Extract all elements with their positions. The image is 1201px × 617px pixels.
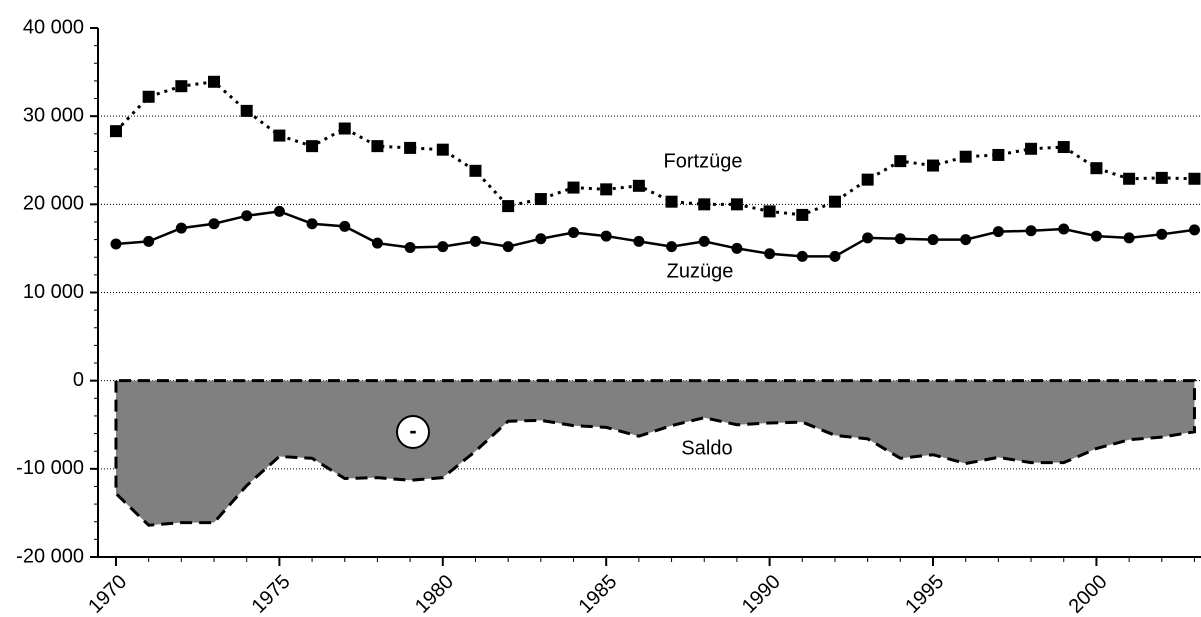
marker: [142, 90, 155, 103]
series-label: Saldo: [681, 437, 732, 459]
marker: [632, 179, 645, 192]
y-tick-label: 10 000: [23, 281, 84, 303]
marker: [371, 237, 383, 249]
marker: [208, 218, 220, 230]
marker: [534, 193, 547, 206]
y-tick-label: 0: [73, 369, 84, 391]
marker: [992, 148, 1005, 161]
marker: [763, 205, 776, 218]
marker: [828, 195, 841, 208]
marker: [1057, 141, 1070, 154]
marker: [1058, 223, 1070, 235]
marker: [861, 173, 874, 186]
y-tick-label: 20 000: [23, 193, 84, 215]
marker: [796, 250, 808, 262]
marker: [437, 241, 449, 253]
marker: [567, 181, 580, 194]
marker: [862, 232, 874, 244]
x-tick-label: 1980: [411, 571, 458, 617]
marker: [959, 150, 972, 163]
marker: [764, 248, 776, 260]
marker: [306, 218, 318, 230]
marker: [698, 198, 711, 211]
annotation-circle: [396, 415, 430, 449]
marker: [175, 222, 187, 234]
marker: [1123, 172, 1136, 185]
marker: [600, 183, 613, 196]
marker: [1025, 225, 1037, 237]
marker: [339, 220, 351, 232]
marker: [404, 242, 416, 254]
marker: [665, 195, 678, 208]
marker: [502, 241, 514, 253]
x-tick-label: 2000: [1065, 571, 1112, 617]
marker: [1188, 172, 1201, 185]
series-line: [114, 80, 1195, 217]
marker: [894, 233, 906, 245]
marker: [436, 143, 449, 156]
marker: [338, 122, 351, 135]
series-line: [115, 210, 1195, 258]
x-tick-label: 1975: [248, 571, 295, 617]
marker: [535, 233, 547, 245]
y-tick-label: -10 000: [16, 457, 84, 479]
marker: [110, 238, 122, 250]
series-label: Zuzüge: [667, 260, 734, 282]
marker: [1090, 230, 1102, 242]
marker: [796, 208, 809, 221]
marker: [1123, 232, 1135, 244]
marker: [273, 129, 286, 142]
marker: [1156, 228, 1168, 240]
marker: [371, 140, 384, 153]
marker: [273, 205, 285, 217]
marker: [960, 234, 972, 246]
marker: [1025, 142, 1038, 155]
marker: [1188, 224, 1200, 236]
marker: [469, 235, 481, 247]
marker: [109, 125, 122, 138]
annotation: -: [409, 418, 416, 443]
marker: [698, 235, 710, 247]
marker: [240, 104, 253, 117]
marker: [1090, 162, 1103, 175]
marker: [927, 159, 940, 172]
saldo-area: [114, 379, 1196, 527]
y-tick-label: 40 000: [23, 16, 84, 38]
x-tick-label: 1985: [574, 571, 621, 617]
marker: [404, 141, 417, 154]
marker: [666, 241, 678, 253]
series-label: Fortzüge: [664, 150, 743, 172]
marker: [502, 200, 515, 213]
x-tick-label: 1995: [901, 571, 948, 617]
marker: [730, 198, 743, 211]
marker: [241, 210, 253, 222]
marker: [1155, 171, 1168, 184]
marker: [175, 80, 188, 93]
marker: [829, 250, 841, 262]
marker: [992, 226, 1004, 238]
marker: [894, 155, 907, 168]
y-tick-label: -20 000: [16, 545, 84, 567]
x-tick-label: 1970: [84, 571, 131, 617]
marker: [927, 234, 939, 246]
marker: [208, 75, 221, 88]
marker: [568, 227, 580, 239]
marker: [143, 235, 155, 247]
marker: [469, 164, 482, 177]
y-tick-label: 30 000: [23, 104, 84, 126]
marker: [306, 140, 319, 153]
marker: [731, 242, 743, 254]
marker: [633, 235, 645, 247]
x-tick-label: 1990: [738, 571, 785, 617]
marker: [600, 230, 612, 242]
